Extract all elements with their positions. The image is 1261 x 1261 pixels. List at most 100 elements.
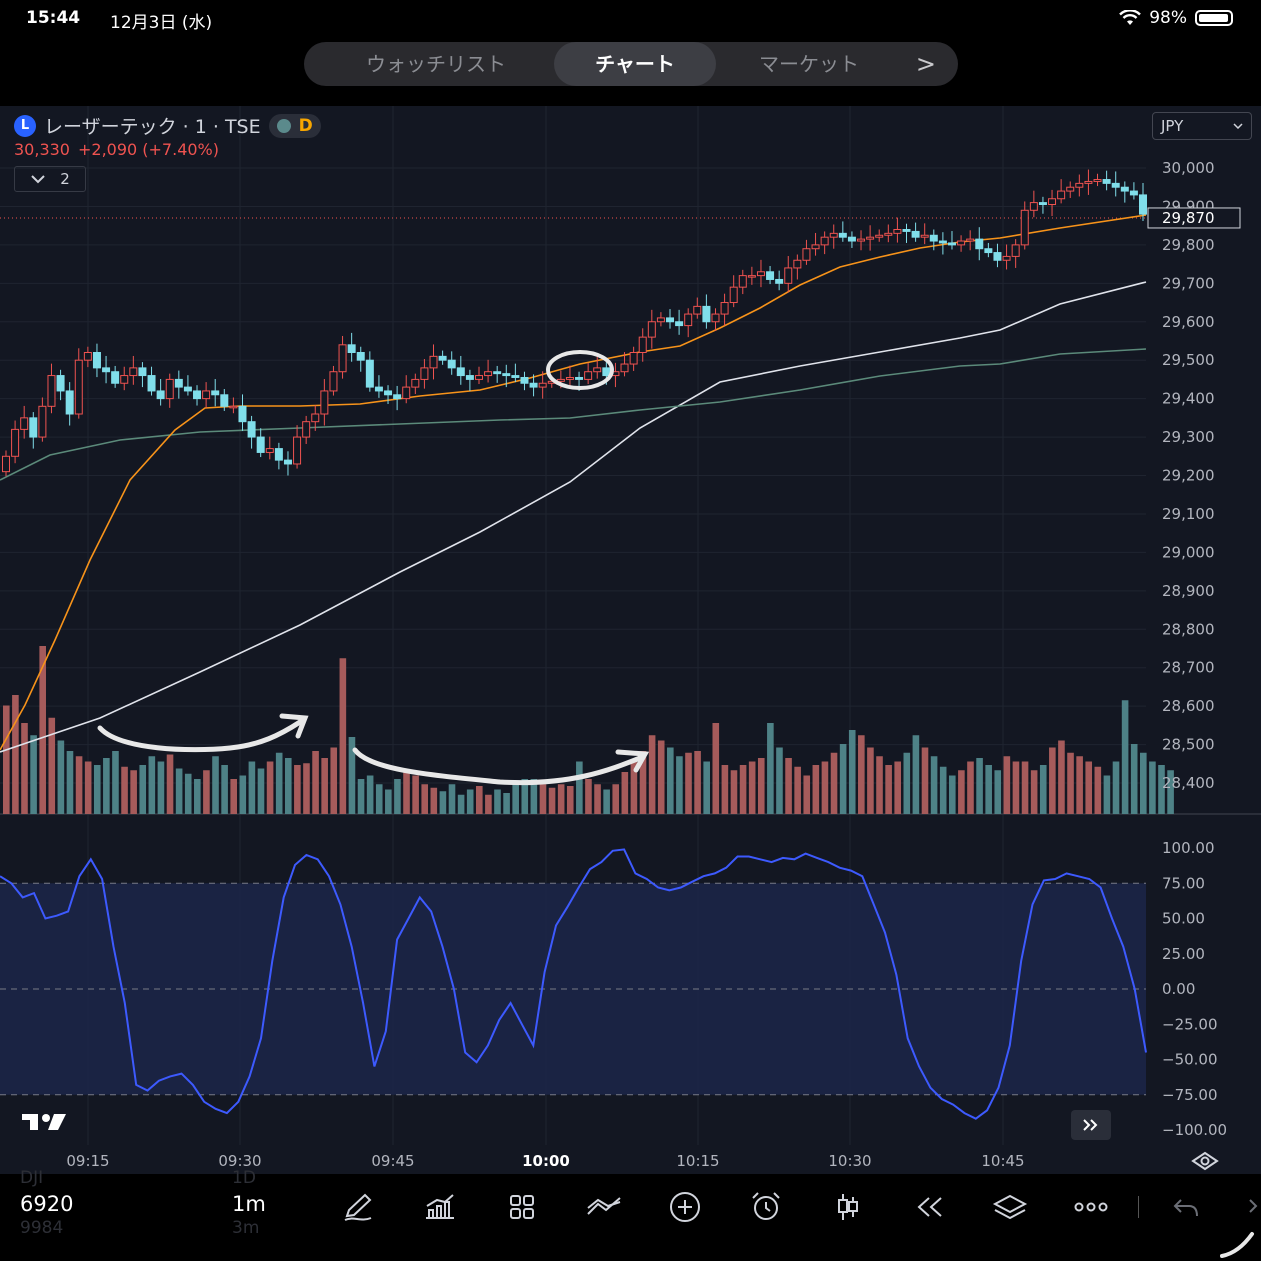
volume-bar xyxy=(657,740,665,814)
candle-body xyxy=(966,238,975,242)
volume-bar xyxy=(148,756,156,814)
chart-type-button[interactable] xyxy=(830,1190,866,1224)
volume-bar xyxy=(1039,765,1047,814)
volume-bar xyxy=(521,779,529,814)
symbol-legend[interactable]: L レーザーテック · 1 · TSE D xyxy=(14,112,321,139)
battery-icon xyxy=(1195,10,1233,26)
candle-body xyxy=(47,375,56,407)
candle-body xyxy=(102,367,111,373)
undo-icon xyxy=(1173,1199,1198,1217)
candle-body xyxy=(729,286,738,304)
layout-button[interactable] xyxy=(504,1190,540,1224)
candles-icon xyxy=(838,1194,858,1220)
candle-body xyxy=(520,376,529,384)
undo-button[interactable] xyxy=(1168,1190,1204,1224)
volume-bar xyxy=(694,751,701,814)
chart-canvas[interactable]: 09:15 09:30 09:45 10:00 10:15 10:30 10:45 30,00… xyxy=(0,106,1261,1174)
redo-button[interactable] xyxy=(1230,1190,1260,1224)
volume-bar xyxy=(485,794,492,814)
delayed-label: D xyxy=(298,115,313,136)
candle-body xyxy=(1002,255,1011,261)
volume-bar xyxy=(1021,761,1029,814)
volume-bar xyxy=(421,784,429,814)
volume-bar xyxy=(994,770,1002,814)
symbol-code-button[interactable]: 6920 xyxy=(20,1192,74,1216)
candle-body xyxy=(793,259,802,269)
candle-body xyxy=(593,367,602,373)
axis-layer: 09:15 09:30 09:45 10:00 10:15 10:30 10:45 30,00… xyxy=(66,159,1241,1170)
currency-select[interactable]: JPY xyxy=(1152,112,1252,140)
candle-body xyxy=(111,371,120,384)
drawing-tool-button[interactable] xyxy=(340,1190,376,1224)
volume-bar xyxy=(721,765,729,814)
volume-bar xyxy=(1030,770,1038,814)
indicators-button[interactable] xyxy=(422,1190,458,1224)
oscillator-line xyxy=(0,848,1147,1120)
price-axis-label: 29,500 xyxy=(1162,351,1215,369)
volume-bar xyxy=(275,752,283,814)
layers-button[interactable] xyxy=(992,1190,1028,1224)
volume-bar xyxy=(284,758,292,814)
volume-bar xyxy=(612,784,620,814)
candle-body xyxy=(766,271,775,280)
scroll-to-realtime-button[interactable] xyxy=(1071,1110,1111,1140)
candle-body xyxy=(83,352,92,361)
volume-bar xyxy=(1158,765,1165,814)
candle-body xyxy=(1093,179,1102,182)
chevron-down-icon xyxy=(31,175,45,184)
volume-bar xyxy=(858,735,865,814)
last-price: 30,330 xyxy=(14,140,70,159)
candle-body xyxy=(1029,202,1038,211)
add-button[interactable] xyxy=(667,1190,703,1224)
oscillator-axis-label: −75.00 xyxy=(1162,1086,1218,1104)
price-axis-label: 28,700 xyxy=(1162,659,1215,677)
annotation-arrowhead-2 xyxy=(615,749,650,773)
candle-body xyxy=(220,394,229,407)
candle-body xyxy=(447,359,456,369)
volume-bar xyxy=(239,775,247,814)
volume-bar xyxy=(930,756,938,814)
volume-bar xyxy=(121,766,128,814)
eye-icon[interactable] xyxy=(1190,1150,1220,1176)
more-dots-icon xyxy=(1074,1202,1108,1212)
volume-bar xyxy=(566,786,574,814)
tab-chart[interactable]: チャート xyxy=(554,42,716,86)
candle-body xyxy=(365,359,374,388)
ma-short-line xyxy=(0,214,1147,751)
volume-bar xyxy=(830,752,838,814)
interval-button[interactable]: 1m xyxy=(232,1192,266,1216)
volume-bar xyxy=(303,763,310,814)
candle-body xyxy=(1066,186,1075,192)
candle-body xyxy=(638,336,647,353)
candle-body xyxy=(775,278,784,284)
volume-bar xyxy=(976,758,983,814)
candle-body xyxy=(511,375,520,378)
volume-bar xyxy=(794,766,801,814)
indicators-collapse-button[interactable]: 2 xyxy=(14,166,86,192)
volume-bar xyxy=(175,768,183,814)
compare-button[interactable] xyxy=(586,1190,622,1224)
more-button[interactable] xyxy=(1073,1190,1109,1224)
tab-market[interactable]: マーケット xyxy=(759,52,859,76)
volume-bar xyxy=(685,752,692,814)
volume-bar xyxy=(1112,761,1120,814)
indicator-count: 2 xyxy=(60,170,70,188)
candle-body xyxy=(411,378,420,388)
tabs-more-arrow[interactable]: > xyxy=(915,50,936,78)
session-pill[interactable]: D xyxy=(268,113,321,138)
replay-button[interactable] xyxy=(911,1190,947,1224)
volume-bar xyxy=(1085,761,1093,814)
volume-bar xyxy=(985,765,992,814)
price-axis-label: 28,600 xyxy=(1162,697,1215,715)
symbol-title[interactable]: レーザーテック · 1 · TSE xyxy=(44,116,261,138)
tab-watchlist[interactable]: ウォッチリスト xyxy=(366,52,506,76)
candle-body xyxy=(2,455,10,473)
volume-bar xyxy=(648,735,656,814)
alert-button[interactable] xyxy=(748,1190,784,1224)
price-axis-label: 29,200 xyxy=(1162,467,1215,485)
candle-body xyxy=(193,390,202,400)
candle-body xyxy=(1084,180,1093,184)
volume-bar xyxy=(112,751,119,814)
candle-body xyxy=(993,252,1002,261)
candle-body xyxy=(693,305,702,315)
